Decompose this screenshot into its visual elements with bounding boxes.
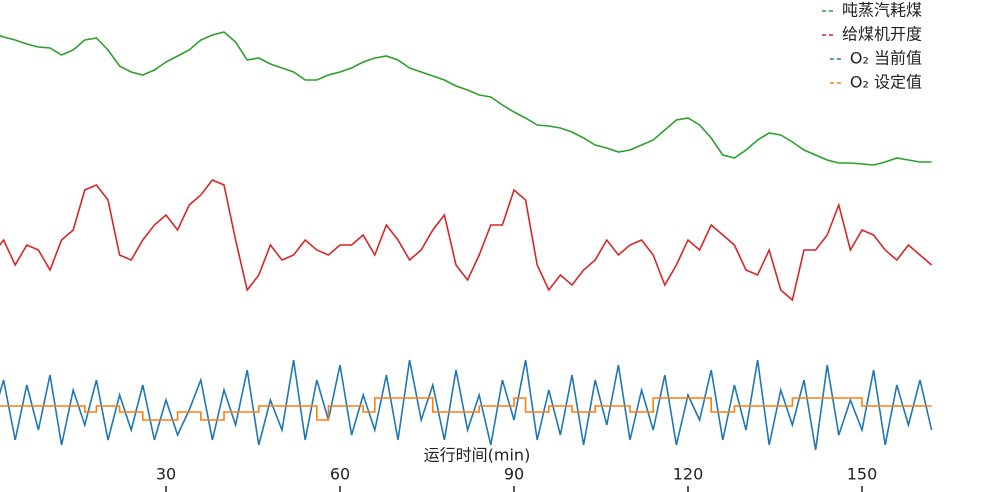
legend-label: O₂ 设定值: [850, 73, 922, 92]
x-tick-label: 150: [847, 465, 878, 484]
x-axis-label: 运行时间(min): [424, 446, 531, 465]
series-line: [0, 31, 932, 166]
x-tick-label: 120: [673, 465, 704, 484]
legend-label: O₂ 当前值: [850, 49, 922, 68]
x-tick-label: 60: [330, 465, 350, 484]
series-line: [0, 359, 933, 451]
legend-label: 吨蒸汽耗煤: [842, 1, 922, 20]
x-tick-label: 90: [504, 465, 524, 484]
x-tick-label: 30: [156, 465, 176, 484]
series-line: [0, 397, 932, 421]
series-line: [0, 179, 933, 302]
legend-label: 给煤机开度: [842, 25, 922, 44]
